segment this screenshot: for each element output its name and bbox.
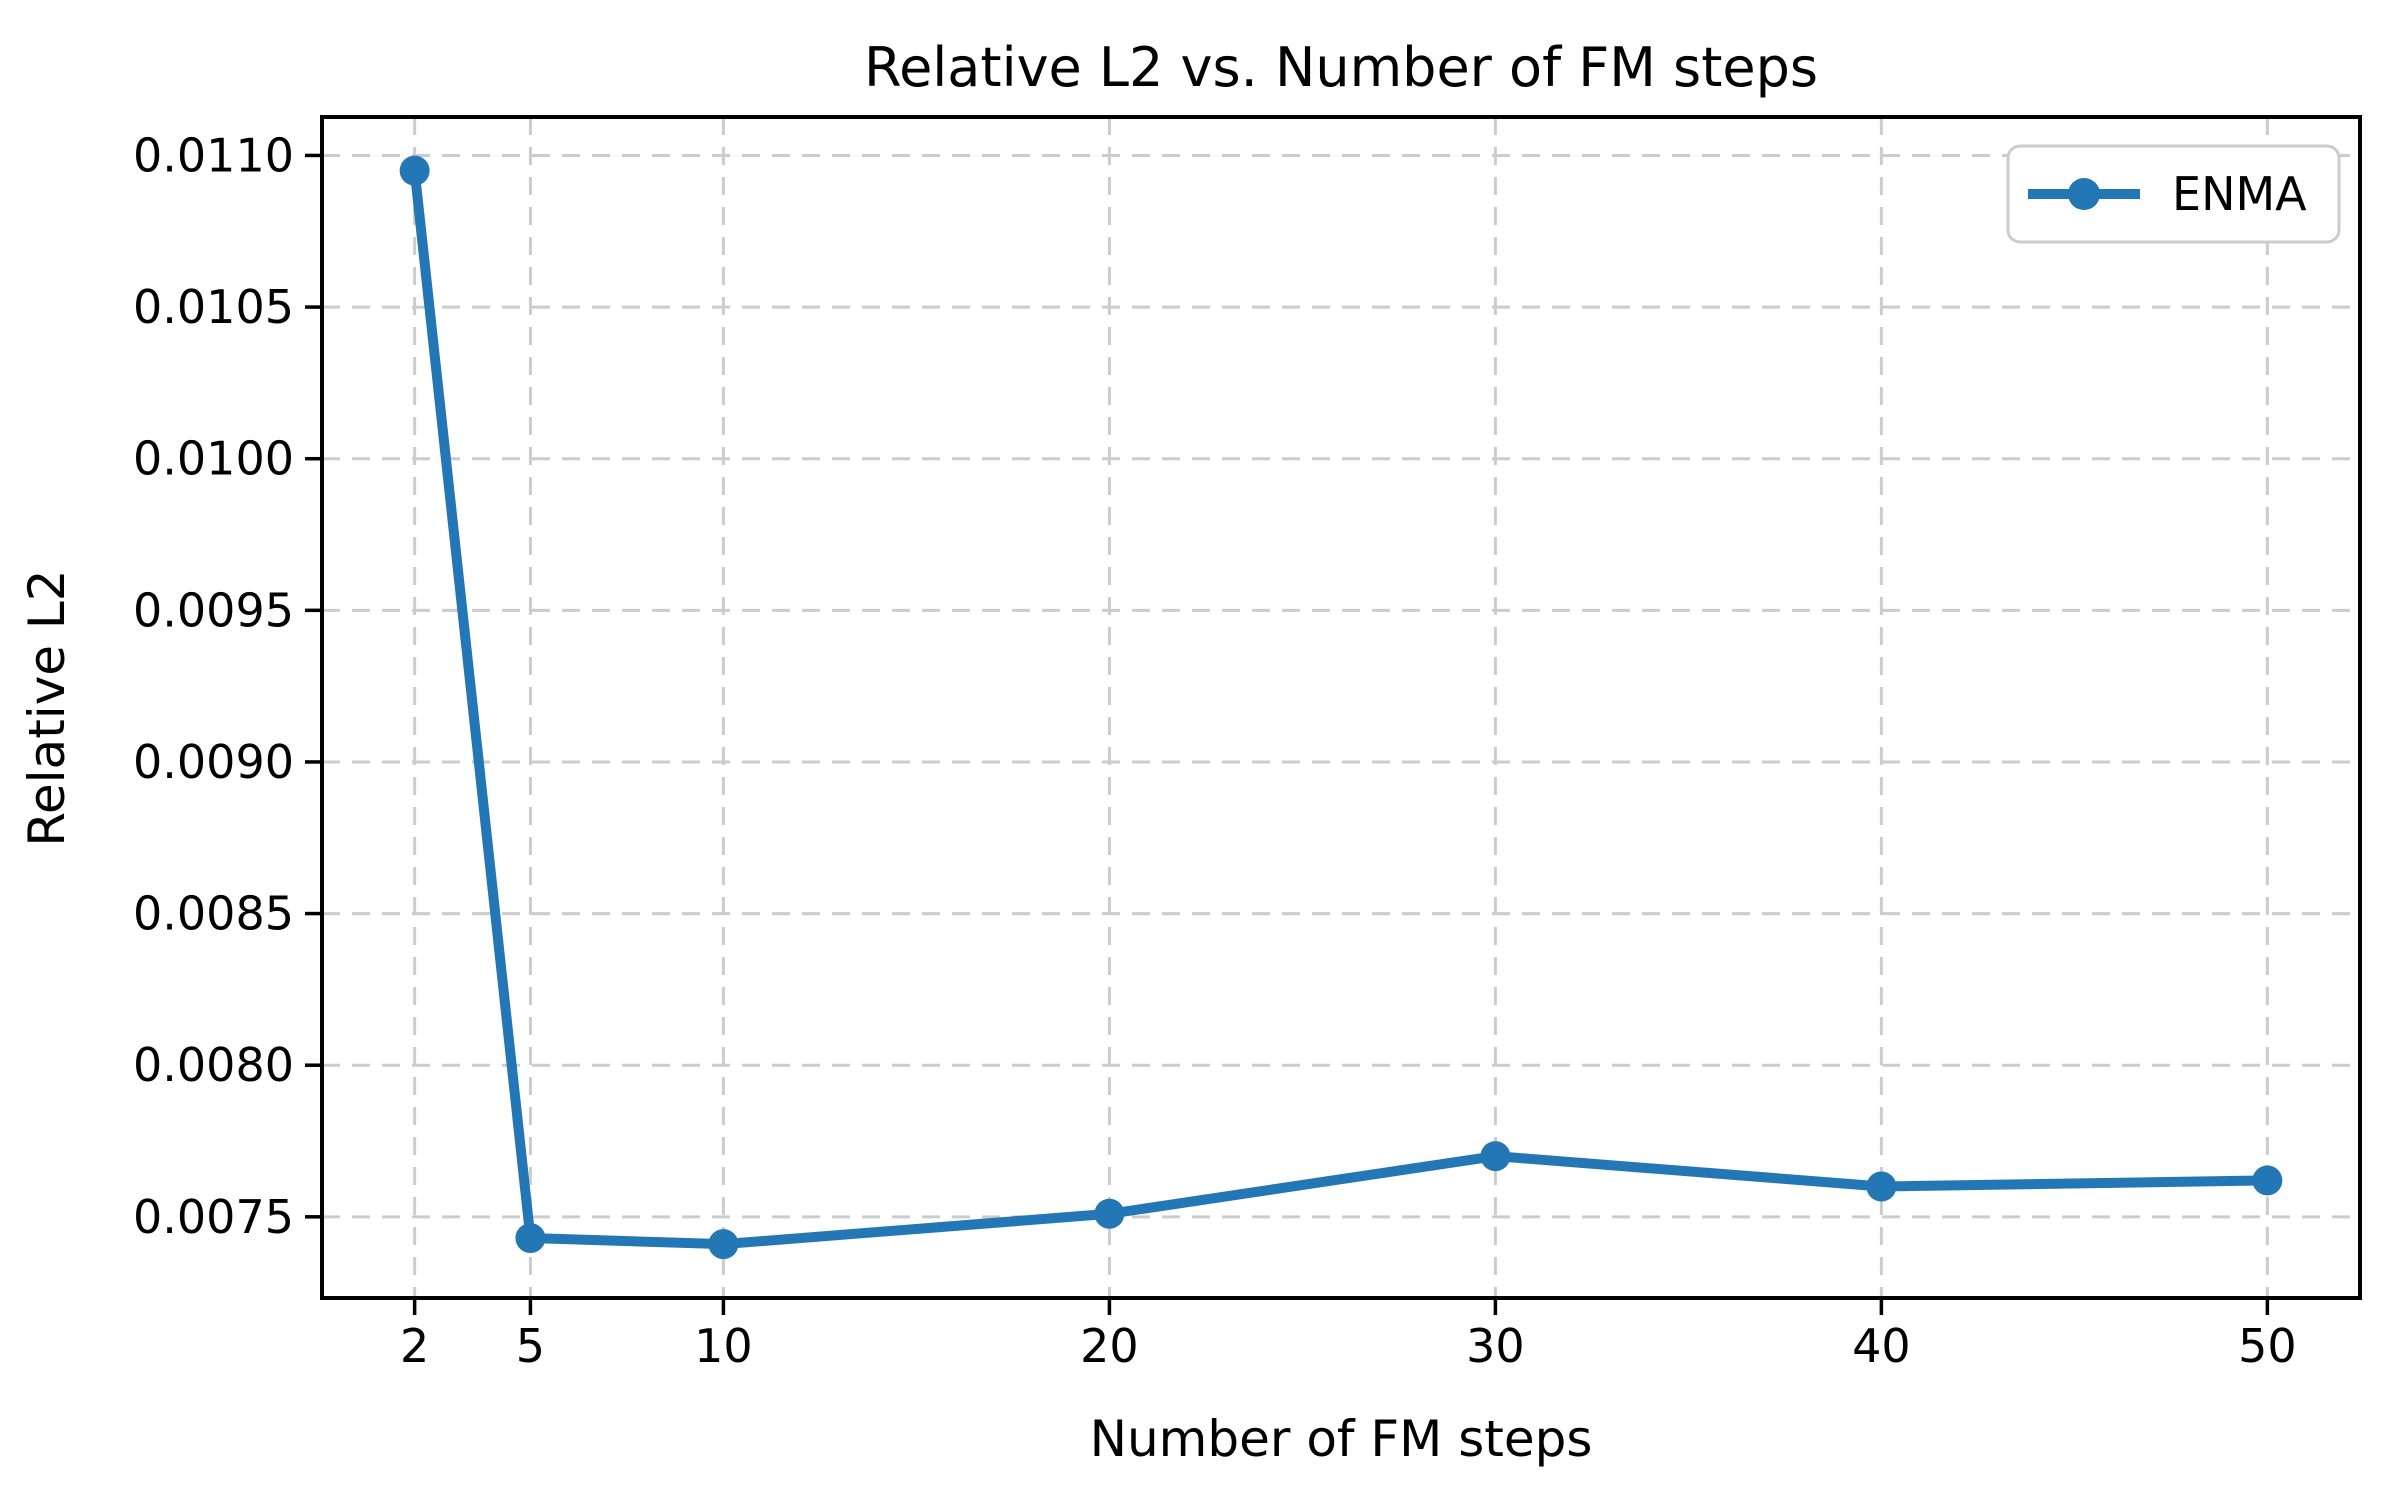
y-tick-label: 0.0085: [133, 887, 294, 941]
legend-box: [2006, 144, 2341, 244]
data-point-marker: [399, 155, 430, 186]
data-point-marker: [515, 1223, 546, 1254]
x-tick-label: 20: [1080, 1319, 1139, 1373]
legend-label: ENMA: [2172, 167, 2307, 221]
x-tick-label: 10: [694, 1319, 753, 1373]
y-tick-label: 0.0090: [133, 735, 294, 789]
data-point-marker: [2252, 1165, 2283, 1196]
x-axis-label: Number of FM steps: [1090, 1410, 1593, 1468]
grid-layer: [322, 117, 2360, 1298]
y-tick-label: 0.0095: [133, 583, 294, 637]
x-tick-label: 5: [516, 1319, 545, 1373]
series-line-enma: [409, 165, 2273, 1250]
y-tick-label: 0.0080: [133, 1038, 294, 1092]
chart-title: Relative L2 vs. Number of FM steps: [864, 36, 1818, 99]
x-tick-label: 2: [400, 1319, 429, 1373]
data-point-marker: [708, 1229, 739, 1260]
y-tick-label: 0.0100: [133, 432, 294, 486]
x-tick-label: 50: [2238, 1319, 2297, 1373]
x-tick-label: 40: [1852, 1319, 1911, 1373]
legend: ENMA: [2006, 144, 2341, 244]
data-point-marker: [1480, 1141, 1511, 1172]
axis-layer: [305, 115, 2362, 1315]
legend-marker-icon: [2068, 178, 2100, 210]
x-tick-label: 30: [1466, 1319, 1525, 1373]
tick-label-layer: 2 5 10 20 30 40 50 0.0075 0.0080 0.0085 0.0090 0.00…: [133, 128, 2297, 1373]
y-tick-label: 0.0075: [133, 1190, 294, 1244]
y-tick-label: 0.0105: [133, 280, 294, 334]
y-tick-label: 0.0110: [133, 128, 294, 182]
data-layer: [399, 155, 2283, 1260]
axes-frame: [320, 115, 2362, 1300]
data-point-marker: [1866, 1171, 1897, 1202]
y-axis-label: Relative L2: [18, 569, 76, 846]
data-point-marker: [1094, 1198, 1125, 1229]
